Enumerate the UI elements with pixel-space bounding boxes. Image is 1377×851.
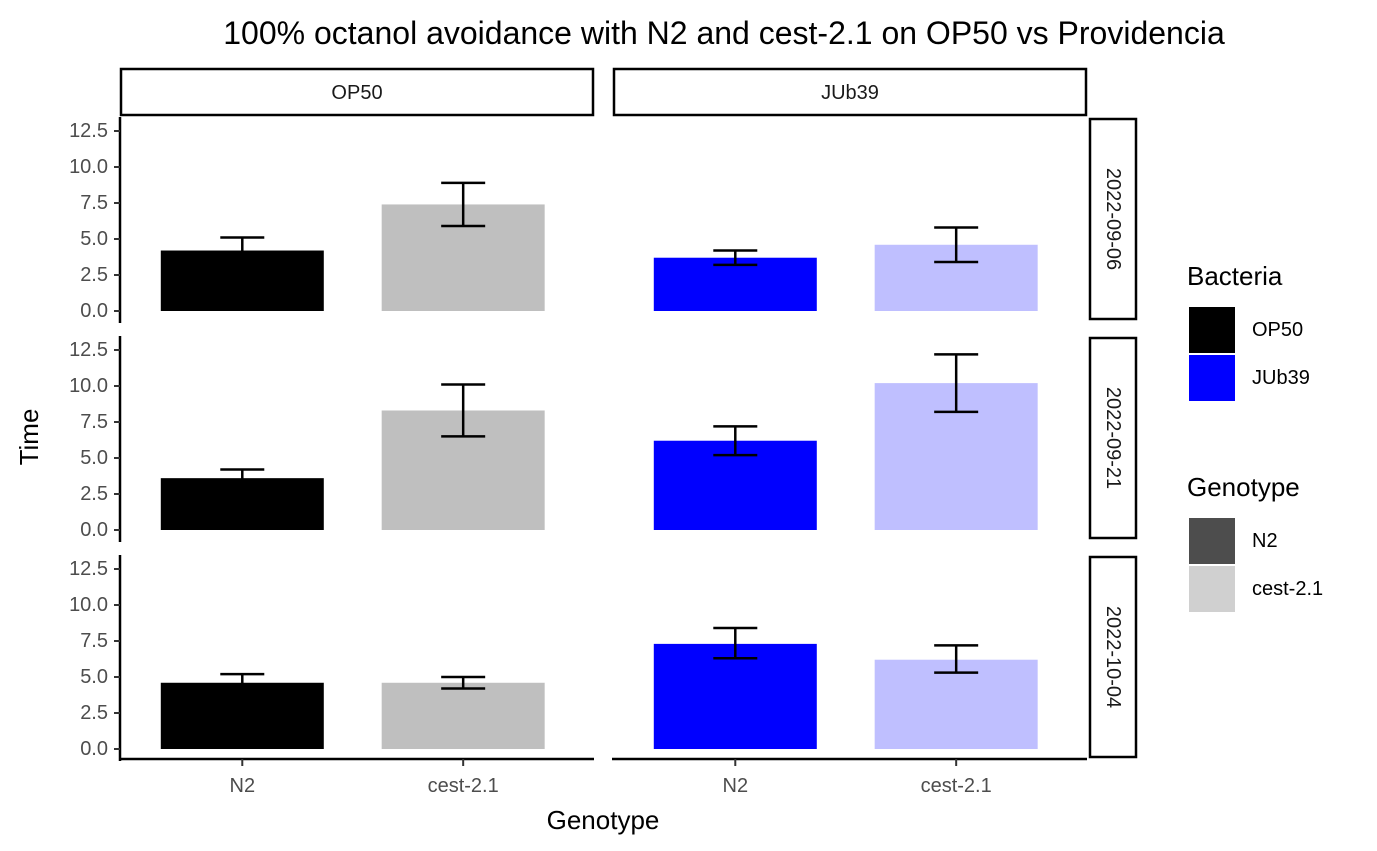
y-tick-label: 12.5 [69,558,108,580]
bar [653,643,817,749]
facet-strip-label: 2022-09-21 [1102,387,1124,489]
x-tick-label: N2 [230,775,256,797]
facet-strip-row [1088,336,1138,540]
y-tick-label: 0.0 [80,519,108,541]
facet-strip-col [119,67,595,117]
y-tick-label: 12.5 [69,339,108,361]
y-tick-label: 7.5 [80,411,108,433]
legend-key [1189,355,1235,401]
facet-strip-col [612,67,1088,117]
bar [160,682,324,749]
facet-strip-row [1088,555,1138,759]
chart-title: 100% octanol avoidance with N2 and cest-… [223,15,1225,51]
bar [874,659,1038,749]
bar [160,478,324,530]
legend-label: OP50 [1252,319,1303,341]
y-tick-label: 0.0 [80,300,108,322]
y-tick-label: 10.0 [69,375,108,397]
x-tick-label: N2 [723,775,749,797]
facet-strip-label: JUb39 [821,82,879,104]
legend: Bacteria OP50 JUb39 Genotype N2 cest-2.1 [1187,261,1323,612]
facet-panels: OP50 JUb39 2022-09-06 2022-09-21 2022-10-04 0… [69,67,1138,797]
legend-key [1189,307,1235,353]
y-tick-label: 2.5 [80,264,108,286]
y-tick-label: 10.0 [69,594,108,616]
legend-label: cest-2.1 [1252,578,1323,600]
bar [381,682,545,749]
y-tick-label: 7.5 [80,630,108,652]
y-tick-label: 2.5 [80,702,108,724]
legend-title: Bacteria [1187,261,1283,291]
y-tick-label: 5.0 [80,228,108,250]
y-tick-label: 12.5 [69,120,108,142]
y-tick-label: 0.0 [80,738,108,760]
facet-strip-label: 2022-09-06 [1102,168,1124,270]
x-tick-label: cest-2.1 [921,775,992,797]
y-tick-label: 2.5 [80,483,108,505]
facet-strip-label: 2022-10-04 [1102,606,1124,708]
legend-key [1189,518,1235,564]
y-tick-label: 10.0 [69,156,108,178]
legend-key [1189,566,1235,612]
y-axis-label: Time [14,409,44,466]
x-tick-label: cest-2.1 [428,775,499,797]
facet-strip-label: OP50 [331,82,382,104]
y-tick-label: 5.0 [80,447,108,469]
facet-strip-row [1088,117,1138,321]
legend-label: N2 [1252,530,1278,552]
legend-label: JUb39 [1252,367,1310,389]
legend-title: Genotype [1187,472,1300,502]
bar [653,257,817,311]
y-tick-label: 7.5 [80,192,108,214]
x-axis-label: Genotype [547,805,660,835]
y-tick-label: 5.0 [80,666,108,688]
